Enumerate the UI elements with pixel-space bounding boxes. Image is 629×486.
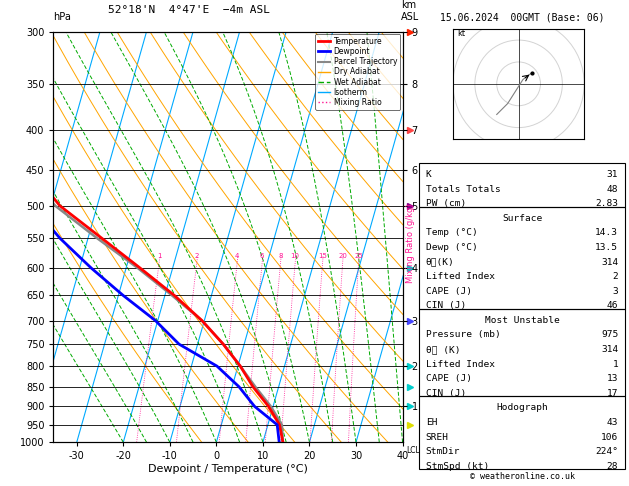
Bar	[420, 309, 625, 396]
Text: 13: 13	[607, 374, 618, 383]
Text: 20: 20	[338, 253, 347, 259]
Text: Mixing Ratio (g/kg): Mixing Ratio (g/kg)	[406, 203, 415, 283]
Text: Dewp (°C): Dewp (°C)	[426, 243, 477, 252]
Text: Pressure (mb): Pressure (mb)	[426, 330, 501, 340]
Text: 25: 25	[354, 253, 363, 259]
Text: 1: 1	[157, 253, 162, 259]
Text: θᴇ (K): θᴇ (K)	[426, 345, 460, 354]
Text: 314: 314	[601, 345, 618, 354]
Text: 975: 975	[601, 330, 618, 340]
Text: StmSpd (kt): StmSpd (kt)	[426, 462, 489, 471]
Text: 43: 43	[607, 418, 618, 427]
Text: 52°18'N  4°47'E  −4m ASL: 52°18'N 4°47'E −4m ASL	[108, 4, 270, 15]
Text: K: K	[426, 170, 431, 179]
Text: 10: 10	[291, 253, 299, 259]
Text: CAPE (J): CAPE (J)	[426, 374, 472, 383]
X-axis label: Dewpoint / Temperature (°C): Dewpoint / Temperature (°C)	[148, 464, 308, 474]
Text: 15.06.2024  00GMT (Base: 06): 15.06.2024 00GMT (Base: 06)	[440, 12, 604, 22]
Text: 8: 8	[279, 253, 283, 259]
Text: SREH: SREH	[426, 433, 449, 442]
Text: 314: 314	[601, 258, 618, 267]
Text: EH: EH	[426, 418, 437, 427]
Text: Lifted Index: Lifted Index	[426, 360, 495, 369]
Text: 4: 4	[235, 253, 240, 259]
Text: km
ASL: km ASL	[401, 0, 420, 22]
Text: 1: 1	[613, 360, 618, 369]
Text: Surface: Surface	[502, 214, 542, 223]
Text: 46: 46	[607, 301, 618, 311]
Text: θᴇ(K): θᴇ(K)	[426, 258, 455, 267]
Text: PW (cm): PW (cm)	[426, 199, 466, 208]
Text: 13.5: 13.5	[595, 243, 618, 252]
Text: Hodograph: Hodograph	[496, 403, 548, 413]
Text: 14.3: 14.3	[595, 228, 618, 238]
Text: Totals Totals: Totals Totals	[426, 185, 501, 194]
Text: CIN (J): CIN (J)	[426, 301, 466, 311]
Text: hPa: hPa	[53, 12, 71, 22]
Text: 15: 15	[318, 253, 327, 259]
Text: 2: 2	[613, 272, 618, 281]
Text: © weatheronline.co.uk: © weatheronline.co.uk	[470, 472, 574, 481]
Text: Temp (°C): Temp (°C)	[426, 228, 477, 238]
Text: LCL: LCL	[406, 446, 420, 455]
Text: Lifted Index: Lifted Index	[426, 272, 495, 281]
Bar	[420, 207, 625, 309]
Legend: Temperature, Dewpoint, Parcel Trajectory, Dry Adiabat, Wet Adiabat, Isotherm, Mi: Temperature, Dewpoint, Parcel Trajectory…	[315, 34, 400, 110]
Text: 31: 31	[607, 170, 618, 179]
Bar	[420, 163, 625, 207]
Bar	[420, 396, 625, 469]
Text: 106: 106	[601, 433, 618, 442]
Text: 28: 28	[607, 462, 618, 471]
Text: CIN (J): CIN (J)	[426, 389, 466, 398]
Text: kt: kt	[457, 29, 465, 38]
Text: 2.83: 2.83	[595, 199, 618, 208]
Text: 224°: 224°	[595, 447, 618, 456]
Text: 48: 48	[607, 185, 618, 194]
Text: CAPE (J): CAPE (J)	[426, 287, 472, 296]
Text: Most Unstable: Most Unstable	[485, 316, 559, 325]
Text: 2: 2	[194, 253, 199, 259]
Text: 6: 6	[260, 253, 264, 259]
Text: 3: 3	[613, 287, 618, 296]
Text: 17: 17	[607, 389, 618, 398]
Text: StmDir: StmDir	[426, 447, 460, 456]
